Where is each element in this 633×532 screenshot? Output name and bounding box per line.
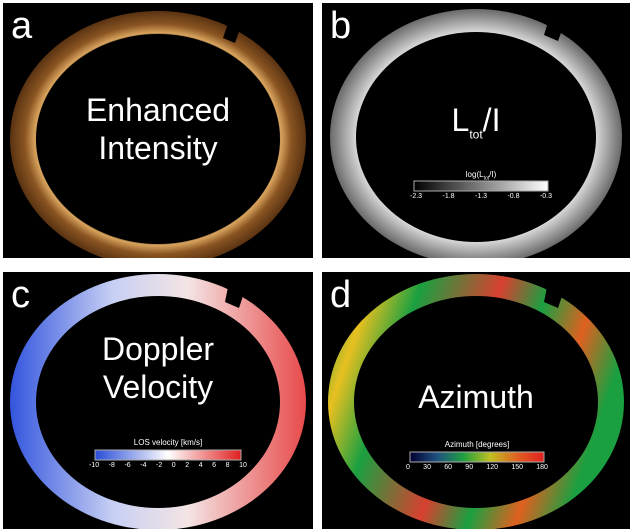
velocity-colorbar (94, 449, 242, 461)
panel-enhanced-intensity: a Enhanced Intensity (3, 3, 313, 258)
panel-azimuth: d Azimuth Azimuth [degrees] 0 30 60 90 1… (322, 272, 630, 529)
panel-letter-d: d (330, 274, 352, 316)
panel-title-b: Ltot/I (451, 102, 501, 142)
ltot-colorbar-ticks: -2.3 -1.8 -1.3 -0.8 -0.3 (410, 193, 552, 200)
title-line-1: Doppler (101, 331, 215, 367)
panel-letter-c: c (11, 274, 30, 316)
title-line-1: Azimuth (418, 379, 534, 415)
panel-letter-a: a (11, 5, 33, 47)
azimuth-colorbar-label: Azimuth [degrees] (444, 440, 510, 449)
panel-ltot-over-i: b Ltot/I log(Ltot/I) -2.3 -1.8 -1.3 -0.8… (322, 3, 630, 258)
panel-doppler-velocity: c Doppler Velocity LOS velocity [km/s] -… (3, 272, 313, 529)
azimuth-colorbar-ticks: 0 30 60 90 120 150 180 (406, 464, 548, 471)
azimuth-ring-image (328, 272, 624, 529)
velocity-colorbar-ticks: -10 -8 -6 -4 -2 0 2 4 6 8 10 (89, 462, 247, 469)
panel-title-d: Azimuth (376, 378, 576, 416)
azimuth-colorbar (409, 451, 545, 463)
panel-letter-b: b (330, 5, 352, 47)
ltot-ring-image (330, 3, 622, 258)
velocity-colorbar-label: LOS velocity [km/s] (133, 438, 203, 447)
title-line-2: Velocity (102, 369, 214, 405)
panel-title-c: Doppler Velocity (58, 330, 258, 406)
title-line-2: Intensity (98, 130, 218, 166)
title-line-1: Enhanced (85, 92, 231, 128)
velocity-ring-image (10, 272, 306, 529)
ltot-colorbar (413, 180, 549, 192)
ltot-colorbar-label: log(Ltot/I) (465, 170, 497, 182)
panel-title-a: Enhanced Intensity (58, 91, 258, 167)
intensity-ring-image (10, 3, 306, 258)
